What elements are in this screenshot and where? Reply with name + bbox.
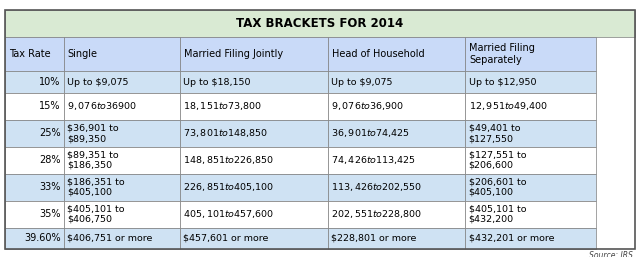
Text: Up to $12,950: Up to $12,950 xyxy=(468,78,536,87)
Bar xyxy=(180,201,328,227)
Bar xyxy=(5,120,64,147)
Text: $432,201 or more: $432,201 or more xyxy=(468,234,554,243)
Text: Married Filing Jointly: Married Filing Jointly xyxy=(184,49,283,59)
Text: $74,426 to $113,425: $74,426 to $113,425 xyxy=(332,154,417,166)
Text: Up to $18,150: Up to $18,150 xyxy=(184,78,251,87)
Bar xyxy=(328,120,465,147)
Text: $113,426 to $202,550: $113,426 to $202,550 xyxy=(332,181,422,193)
Text: $89,351 to
$186,350: $89,351 to $186,350 xyxy=(67,151,118,170)
Bar xyxy=(64,37,180,71)
Bar xyxy=(465,120,596,147)
Text: Tax Rate: Tax Rate xyxy=(9,49,51,59)
Bar xyxy=(328,37,465,71)
Text: Source: IRS: Source: IRS xyxy=(589,251,633,257)
Text: TAX BRACKETS FOR 2014: TAX BRACKETS FOR 2014 xyxy=(236,17,404,30)
Text: $9,076 to $36900: $9,076 to $36900 xyxy=(67,100,137,113)
Text: $186,351 to
$405,100: $186,351 to $405,100 xyxy=(67,178,125,197)
Bar xyxy=(64,147,180,174)
Text: $36,901 to
$89,350: $36,901 to $89,350 xyxy=(67,124,118,143)
Text: 25%: 25% xyxy=(39,128,61,138)
Bar xyxy=(180,93,328,120)
Text: 33%: 33% xyxy=(39,182,61,192)
Text: $457,601 or more: $457,601 or more xyxy=(184,234,269,243)
Bar xyxy=(64,120,180,147)
Bar xyxy=(5,147,64,174)
Bar xyxy=(64,174,180,201)
Text: Up to $9,075: Up to $9,075 xyxy=(332,78,393,87)
Bar xyxy=(465,147,596,174)
Text: 10%: 10% xyxy=(39,77,61,87)
Bar xyxy=(328,147,465,174)
Text: Head of Household: Head of Household xyxy=(332,49,425,59)
Bar xyxy=(64,201,180,227)
Text: Up to $9,075: Up to $9,075 xyxy=(67,78,129,87)
Text: $405,101 to
$432,200: $405,101 to $432,200 xyxy=(468,204,526,224)
Text: $206,601 to
$405,100: $206,601 to $405,100 xyxy=(468,178,526,197)
Bar xyxy=(5,93,64,120)
Bar xyxy=(465,37,596,71)
Text: $405,101 to $457,600: $405,101 to $457,600 xyxy=(184,208,274,220)
Text: $405,101 to
$406,750: $405,101 to $406,750 xyxy=(67,204,124,224)
Bar xyxy=(5,37,64,71)
Text: $406,751 or more: $406,751 or more xyxy=(67,234,152,243)
Bar xyxy=(465,227,596,249)
Bar xyxy=(328,71,465,93)
Text: $9,076 to $36,900: $9,076 to $36,900 xyxy=(332,100,404,113)
Bar xyxy=(328,227,465,249)
Bar xyxy=(465,174,596,201)
Text: $49,401 to
$127,550: $49,401 to $127,550 xyxy=(468,124,520,143)
Text: $73,801 to $148,850: $73,801 to $148,850 xyxy=(184,127,269,139)
Bar xyxy=(180,120,328,147)
Text: $36,901 to $74,425: $36,901 to $74,425 xyxy=(332,127,410,139)
Bar xyxy=(465,93,596,120)
Text: 35%: 35% xyxy=(39,209,61,219)
Bar xyxy=(5,201,64,227)
Text: 28%: 28% xyxy=(39,155,61,165)
Text: $202,551 to $228,800: $202,551 to $228,800 xyxy=(332,208,422,220)
Bar xyxy=(328,201,465,227)
Bar xyxy=(5,71,64,93)
Bar xyxy=(5,10,635,37)
Bar xyxy=(465,201,596,227)
Bar xyxy=(5,174,64,201)
Bar xyxy=(180,174,328,201)
Text: Married Filing
Separately: Married Filing Separately xyxy=(469,43,535,65)
Bar xyxy=(64,93,180,120)
Bar xyxy=(180,37,328,71)
Text: 15%: 15% xyxy=(39,102,61,112)
Text: $228,801 or more: $228,801 or more xyxy=(332,234,417,243)
Text: $12,951 to $49,400: $12,951 to $49,400 xyxy=(468,100,548,113)
Text: $226,851 to $405,100: $226,851 to $405,100 xyxy=(184,181,275,193)
Bar xyxy=(64,71,180,93)
Bar xyxy=(64,227,180,249)
Bar xyxy=(180,227,328,249)
Bar xyxy=(465,71,596,93)
Text: $127,551 to
$206,600: $127,551 to $206,600 xyxy=(468,151,526,170)
Bar xyxy=(328,93,465,120)
Text: $18,151 to $73,800: $18,151 to $73,800 xyxy=(184,100,262,113)
Text: $148,851 to $226,850: $148,851 to $226,850 xyxy=(184,154,275,166)
Bar xyxy=(180,147,328,174)
Bar xyxy=(328,174,465,201)
Bar xyxy=(180,71,328,93)
Text: Single: Single xyxy=(68,49,97,59)
Text: 39.60%: 39.60% xyxy=(24,233,61,243)
Bar xyxy=(5,227,64,249)
